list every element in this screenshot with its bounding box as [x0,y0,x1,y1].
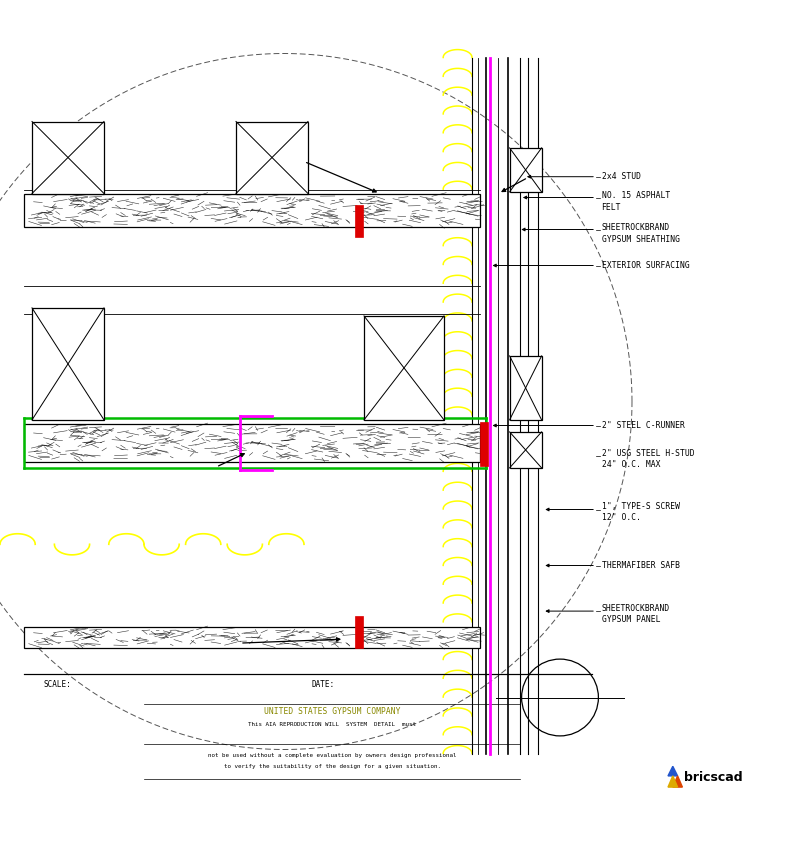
Text: EXTERIOR SURFACING: EXTERIOR SURFACING [602,261,690,270]
Polygon shape [673,776,682,787]
Polygon shape [668,766,678,776]
Bar [510,355,542,420]
Bar [32,121,104,193]
Bar [510,148,542,192]
Text: not be used without a complete evaluation by owners design professional: not be used without a complete evaluatio… [208,753,456,759]
Text: DATE:: DATE: [312,680,335,689]
Bar [480,421,488,466]
Text: SCALE:: SCALE: [44,680,72,689]
Bar [24,424,480,461]
Text: to verify the suitability of the design for a given situation.: to verify the suitability of the design … [223,764,441,769]
Bar [24,627,480,648]
Bar [32,308,104,420]
Text: NO. 15 ASPHALT
FELT: NO. 15 ASPHALT FELT [602,192,670,212]
Text: SHEETROCKBRAND
GYPSUM PANEL: SHEETROCKBRAND GYPSUM PANEL [602,604,670,624]
Bar [364,316,444,420]
Text: 2" USG STEEL H-STUD
24" O.C. MAX: 2" USG STEEL H-STUD 24" O.C. MAX [602,449,694,469]
Text: THERMAFIBER SAFB: THERMAFIBER SAFB [602,561,680,570]
Text: 2x4 STUD: 2x4 STUD [602,173,641,181]
Bar [24,193,480,227]
Text: bricscad: bricscad [684,771,742,784]
Bar [355,616,363,648]
Bar [355,205,363,237]
Polygon shape [668,776,678,787]
Text: 2" STEEL C-RUNNER: 2" STEEL C-RUNNER [602,421,685,430]
Bar [236,121,308,193]
Bar [510,432,542,468]
Text: SHEETROCKBRAND
GYPSUM SHEATHING: SHEETROCKBRAND GYPSUM SHEATHING [602,224,680,244]
Text: UNITED STATES GYPSUM COMPANY: UNITED STATES GYPSUM COMPANY [264,707,400,715]
Text: This AIA REPRODUCTION WILL  SYSTEM  DETAIL  must: This AIA REPRODUCTION WILL SYSTEM DETAIL… [248,721,416,727]
Text: 1", TYPE-S SCREW
12" O.C.: 1", TYPE-S SCREW 12" O.C. [602,502,680,522]
